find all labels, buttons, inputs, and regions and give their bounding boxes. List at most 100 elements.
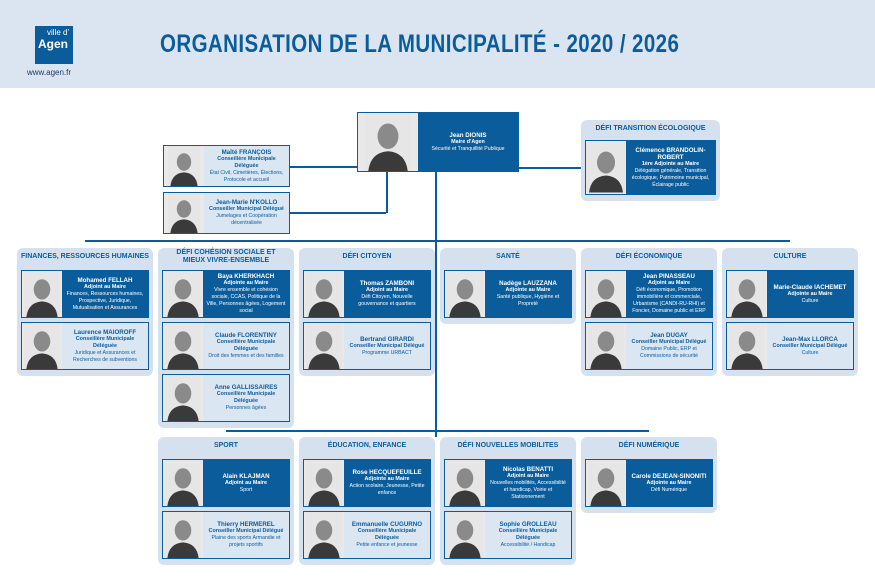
member-info: Alain KLAJMAN Adjoint au Maire Sport [203,460,289,506]
member-photo [586,271,626,317]
member-card[interactable]: Thierry HERMEREL Conseiller Municipal Dél… [162,511,290,559]
member-delegation: Culture [801,297,819,304]
member-delegation: Action scolaire, Jeunesse, Petite enfanc… [349,483,425,496]
member-card[interactable]: Jean-Max LLORCA Conseiller Municipal Délé… [726,322,854,370]
member-card[interactable]: Laurence MAIOROFF Conseillère Municipale … [21,322,149,370]
member-role: Conseiller Municipal Délégué [349,342,425,349]
member-info: Jean-Max LLORCA Conseiller Municipal Délé… [767,323,853,369]
member-role: Conseiller Municipal Délégué [631,339,707,345]
member-info: Clémence BRANDOLIN-ROBERT 1ère Adjointe a… [626,141,715,194]
member-delegation: État Civil, Cimetières, Élections, Proto… [209,169,284,183]
member-info: Bertrand GIRARDI Conseiller Municipal Dél… [344,323,430,369]
member-role: Conseillère Municipale Déléguée [357,528,417,541]
member-info: Mohamed FELLAH Adjoint au Maire Finances, … [62,271,148,317]
member-role: Adjoint au Maire [225,479,267,486]
member-delegation: Sport [239,486,253,493]
member-card[interactable]: Baya KHERKHACH Adjointe au Maire Vivre ens… [162,270,290,318]
member-delegation: Personnes âgées [225,405,267,411]
member-name: Claude FLORENTINY [215,332,277,339]
panel-title: DÉFI TRANSITION ÉCOLOGIQUE [595,125,706,132]
member-delegation: Défi Citoyen, Nouvelle gouvernance et qu… [358,294,416,307]
member-card[interactable]: Jean-Marie N'KOLLO Conseiller Municipal D… [163,192,290,234]
member-name: Marie-Claude IACHEMET [773,283,847,291]
panel-defi-economique: DÉFI ÉCONOMIQUE Jean PINASSEAU Adjoint au … [581,248,717,376]
member-card[interactable]: Thomas ZAMBONI Adjoint au Maire Défi Citoy… [303,270,431,318]
panel-title: DÉFI COHÉSION SOCIALE ET MIEUX VIVRE-ENS… [176,249,276,264]
member-delegation: Nouvelles mobilités, Accessibilité et ha… [490,479,566,500]
member-role: Adjoint au Maire [507,472,549,479]
connector-transition [519,167,585,169]
mayor-card[interactable]: Jean DIONIS Maire d'Agen Sécurité et Tranq… [357,112,519,172]
panel-title: FINANCES, RESSOURCES HUMAINES [21,253,149,260]
member-card[interactable]: Clémence BRANDOLIN-ROBERT 1ère Adjointe a… [585,140,716,195]
panel-defi-transition-ecologique: DÉFI TRANSITION ÉCOLOGIQUE Clémence BRAND… [581,120,720,201]
member-card[interactable]: Jean DUGAY Conseiller Municipal Délégué Do… [585,322,713,370]
website-link[interactable]: www.agen.fr [27,68,72,77]
member-photo [727,271,767,317]
member-card[interactable]: Rose HECQUEFEUILLE Adjointe au Maire Actio… [303,459,431,507]
member-delegation: Plaine des sports Armandie et projets sp… [211,535,281,548]
member-role: Adjointe au Maire [787,290,833,297]
member-photo [586,460,626,506]
member-name: Jean DIONIS [449,131,487,139]
panel-defi-numerique: DÉFI NUMÉRIQUE Carole DEJEAN-SINONITI Adjo… [581,437,717,513]
member-name: Rose HECQUEFEUILLE [352,469,422,476]
member-role: Conseiller Municipal Délégué [208,528,284,534]
member-role: Adjoint au Maire [84,283,126,290]
connector-mayor-vertical [435,172,437,437]
member-delegation: Domaine Public, ERP et Commissions de sé… [640,346,698,359]
member-photo [445,271,485,317]
member-role: Adjointe au Maire [223,280,269,286]
member-name: Thierry HERMEREL [217,521,275,528]
member-photo [164,146,204,186]
member-card[interactable]: Maïté FRANÇOIS Conseillère Municipale Dél… [163,145,290,187]
member-delegation: Droit des femmes et des familles [208,353,284,359]
member-role: Adjointe au Maire [364,476,410,482]
member-info: Thierry HERMEREL Conseiller Municipal Dél… [203,512,289,558]
member-info: Anne GALLISSAIRES Conseillère Municipale … [203,375,289,421]
agen-logo[interactable]: ville d' Agen [35,26,73,64]
logo-text-top: ville d' [47,28,69,37]
panel-title: SPORT [213,442,239,449]
panel-education-enfance: ÉDUCATION, ENFANCE Rose HECQUEFEUILLE Adjo… [299,437,435,565]
member-card[interactable]: Jean PINASSEAU Adjoint au Maire Défi écono… [585,270,713,318]
member-name: Sophie GROLLEAU [499,521,557,528]
member-card[interactable]: Marie-Claude IACHEMET Adjointe au Maire Cu… [726,270,854,318]
member-info: Maïté FRANÇOIS Conseillère Municipale Dél… [204,146,289,186]
member-card[interactable]: Anne GALLISSAIRES Conseillère Municipale … [162,374,290,422]
connector-row1 [85,240,790,242]
member-info: Sophie GROLLEAU Conseillère Municipale Dé… [485,512,571,558]
member-info: Jean-Marie N'KOLLO Conseiller Municipal D… [204,193,289,233]
panel-defi-citoyen: DÉFI CITOYEN Thomas ZAMBONI Adjoint au Mai… [299,248,435,376]
member-photo [304,271,344,317]
member-card[interactable]: Emmanuelle CUGURNO Conseillère Municipale… [303,511,431,559]
member-delegation: Juridique et Assurances et Recherches de… [72,349,138,363]
member-delegation: Vivre ensemble et cohésion sociale, CCAS… [206,287,286,314]
panel-defi-nouvelles-mobilites: DÉFI NOUVELLES MOBILITES Nicolas BENATTI A… [440,437,576,565]
member-name: Carole DEJEAN-SINONITI [631,472,707,480]
member-info: Baya KHERKHACH Adjointe au Maire Vivre ens… [203,271,289,317]
member-card[interactable]: Alain KLAJMAN Adjoint au Maire Sport [162,459,290,507]
member-name: Mohamed FELLAH [77,276,133,284]
member-photo [163,460,203,506]
member-photo [727,323,767,369]
member-card[interactable]: Mohamed FELLAH Adjoint au Maire Finances, … [21,270,149,318]
member-photo [163,375,203,421]
member-name: Jean PINASSEAU [643,273,695,280]
member-name: Alain KLAJMAN [222,472,270,480]
member-name: Jean-Max LLORCA [782,335,838,343]
member-delegation: Finances, Ressources humaines, Prospecti… [66,290,144,311]
member-role: Adjointe au Maire [646,479,692,486]
member-delegation: Santé publique, Hygiène et Propreté [496,294,560,307]
member-role: Conseillère Municipale Déléguée [216,339,276,352]
member-card[interactable]: Sophie GROLLEAU Conseillère Municipale Dé… [444,511,572,559]
member-card[interactable]: Nicolas BENATTI Adjoint au Maire Nouvelles… [444,459,572,507]
panel-title: DÉFI ÉCONOMIQUE [615,253,683,260]
member-card[interactable]: Carole DEJEAN-SINONITI Adjointe au Maire D… [585,459,713,507]
member-info: Rose HECQUEFEUILLE Adjointe au Maire Actio… [344,460,430,506]
member-photo [22,323,62,369]
member-photo [304,460,344,506]
member-card[interactable]: Bertrand GIRARDI Conseiller Municipal Dél… [303,322,431,370]
member-card[interactable]: Claude FLORENTINY Conseillère Municipale … [162,322,290,370]
member-card[interactable]: Nadège LAUZZANA Adjointe au Maire Santé pu… [444,270,572,318]
